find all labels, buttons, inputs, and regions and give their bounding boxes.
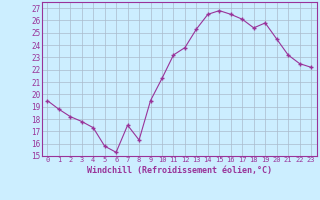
X-axis label: Windchill (Refroidissement éolien,°C): Windchill (Refroidissement éolien,°C)	[87, 166, 272, 175]
